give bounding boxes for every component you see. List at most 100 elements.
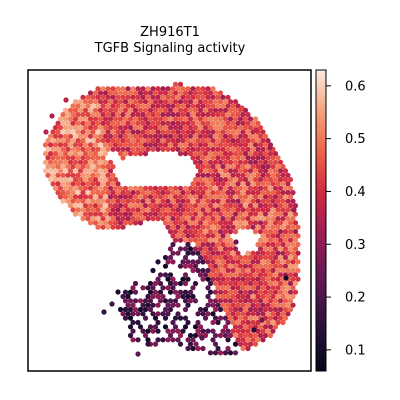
- spot-point: [242, 254, 249, 261]
- spot-point: [82, 151, 89, 157]
- spot-point: [125, 103, 131, 109]
- spot-point: [85, 207, 91, 213]
- spot-point: [125, 190, 131, 196]
- spot-point: [217, 125, 224, 131]
- spot-point: [97, 133, 104, 139]
- spot-point: [170, 94, 176, 100]
- spot-point: [120, 190, 126, 196]
- spot-point: [162, 203, 169, 209]
- spot-point: [65, 155, 71, 161]
- spot-point: [272, 151, 279, 157]
- spot-point: [233, 239, 239, 245]
- spot-point: [227, 159, 234, 165]
- spot-point: [259, 317, 265, 323]
- spot-point: [245, 120, 251, 126]
- spot-point: [240, 112, 246, 118]
- spot-point: [210, 319, 216, 326]
- spot-point: [242, 332, 249, 339]
- spot-point: [270, 155, 276, 161]
- spot-point: [52, 133, 59, 139]
- spot-point: [180, 103, 186, 109]
- spot-point: [210, 129, 216, 135]
- spot-point: [147, 107, 154, 113]
- spot-point: [210, 103, 216, 109]
- spot-point: [232, 315, 239, 321]
- spot-point: [172, 280, 179, 287]
- spot-point: [137, 211, 144, 217]
- spot-point: [115, 190, 121, 196]
- spot-point: [82, 142, 89, 148]
- spot-point: [255, 138, 261, 144]
- spot-point: [160, 138, 166, 144]
- spot-point: [145, 129, 151, 135]
- spot-point: [90, 164, 96, 170]
- spot-point: [222, 272, 229, 278]
- spot-point: [62, 107, 69, 113]
- spot-point: [167, 125, 174, 131]
- spot-point: [247, 203, 254, 209]
- spot-point: [285, 181, 291, 187]
- spot-point: [195, 207, 201, 213]
- spot-point: [110, 216, 116, 222]
- spot-point: [247, 280, 254, 287]
- spot-point: [280, 216, 286, 222]
- spot-point: [245, 224, 251, 230]
- spot-point: [90, 155, 96, 161]
- spot-point: [135, 319, 141, 326]
- spot-point: [95, 155, 101, 161]
- spot-point: [182, 90, 189, 96]
- spot-point: [252, 194, 259, 200]
- spot-point: [147, 185, 154, 191]
- spot-point: [95, 224, 101, 230]
- spot-point: [272, 246, 279, 252]
- spot-point: [187, 246, 194, 252]
- spot-point: [252, 289, 259, 295]
- spot-point: [235, 337, 241, 343]
- spot-point: [102, 168, 109, 174]
- spot-point: [160, 120, 166, 126]
- spot-point: [270, 267, 276, 274]
- spot-point: [165, 112, 171, 118]
- spot-point: [235, 285, 241, 291]
- spot-point: [177, 332, 184, 339]
- spot-point: [155, 112, 161, 118]
- spot-point: [232, 254, 239, 261]
- spot-point: [92, 168, 99, 174]
- spot-point: [190, 198, 196, 204]
- spot-point: [230, 103, 236, 109]
- spot-point: [145, 293, 151, 300]
- spot-point: [235, 207, 241, 213]
- spot-point: [82, 107, 89, 113]
- spot-point: [50, 172, 56, 178]
- spot-point: [150, 120, 156, 126]
- spot-point: [285, 293, 291, 300]
- spot-point: [255, 198, 261, 204]
- spot-point: [237, 272, 244, 278]
- spot-point: [220, 302, 226, 308]
- spot-point: [257, 211, 264, 217]
- spot-point: [132, 99, 139, 105]
- spot-point: [282, 306, 289, 313]
- spot-point: [207, 254, 214, 261]
- spot-point: [195, 216, 201, 222]
- spot-point: [122, 306, 129, 313]
- spot-point: [195, 94, 201, 100]
- spot-point: [137, 125, 144, 131]
- spot-point: [270, 198, 276, 204]
- spot-point: [220, 285, 226, 291]
- spot-point: [150, 293, 156, 300]
- spot-point: [182, 272, 189, 278]
- spot-point: [277, 159, 284, 165]
- spot-point: [250, 120, 256, 126]
- spot-point: [152, 315, 159, 321]
- spot-point: [100, 216, 106, 222]
- spot-point: [107, 142, 114, 148]
- spot-point: [100, 129, 106, 135]
- spot-point: [187, 116, 194, 122]
- spot-point: [232, 298, 239, 304]
- spot-point: [222, 99, 229, 105]
- spot-point: [172, 229, 179, 235]
- spot-point: [50, 155, 56, 161]
- spot-point: [255, 172, 261, 178]
- spot-point: [222, 151, 229, 157]
